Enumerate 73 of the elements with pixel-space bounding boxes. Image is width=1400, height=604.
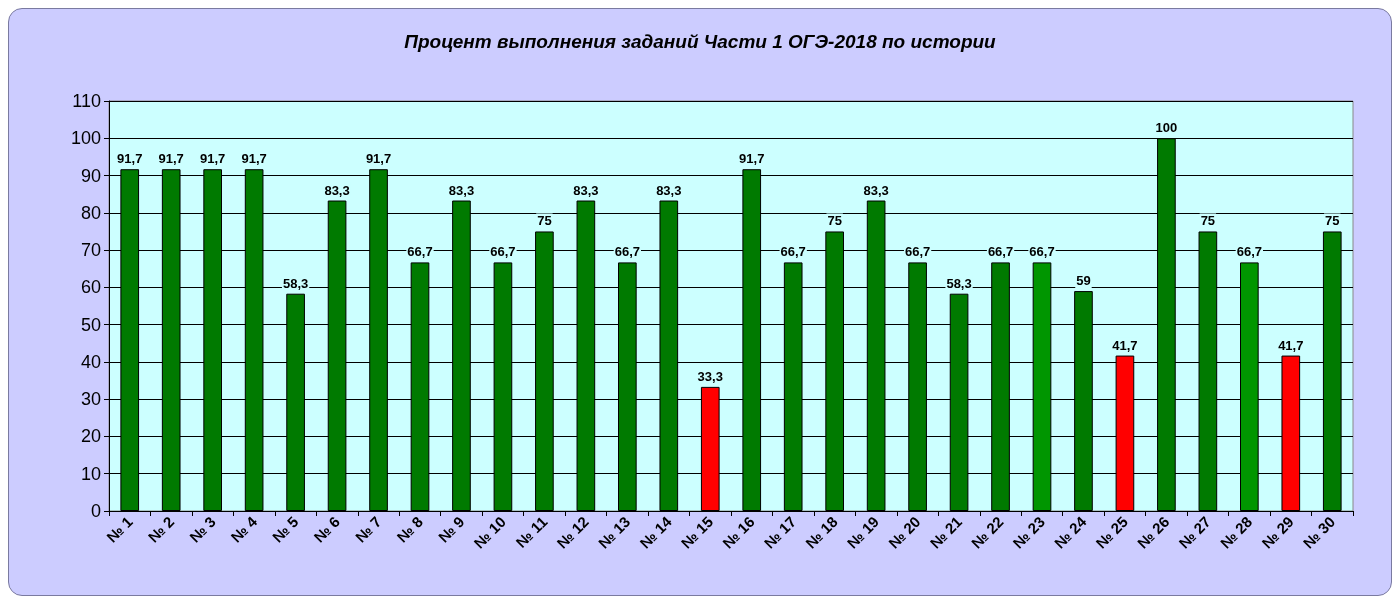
x-tick-label: № 23: [1009, 512, 1049, 552]
x-tick-label: № 16: [719, 512, 758, 552]
x-tick-label: № 19: [843, 512, 883, 552]
x-tick-label: № 21: [926, 512, 966, 552]
y-tick-label: 90: [80, 165, 101, 186]
x-tick-label: № 3: [186, 512, 219, 546]
data-label: 66,7: [1029, 244, 1055, 260]
x-tick-label: № 24: [1050, 512, 1090, 552]
data-label: 83,3: [656, 182, 682, 198]
y-tick-label: 100: [70, 128, 101, 149]
x-tick-label: № 26: [1133, 512, 1173, 552]
x-tick-label: № 9: [434, 512, 468, 546]
y-tick-label: 30: [80, 389, 101, 410]
x-tick-label: № 1: [103, 512, 136, 546]
data-label: 75: [1325, 213, 1340, 229]
x-tick-label: № 20: [885, 512, 924, 552]
x-tick-label: № 12: [553, 512, 592, 552]
x-tick-label: № 13: [594, 512, 634, 552]
x-tick-label: № 28: [1216, 512, 1256, 552]
data-label: 41,7: [1278, 337, 1304, 353]
x-tick-label: № 5: [268, 512, 302, 546]
data-label: 83,3: [573, 182, 599, 198]
data-label: 59: [1076, 273, 1091, 289]
data-label: 66,7: [780, 244, 806, 260]
y-tick-label: 40: [80, 351, 101, 372]
data-label: 91,7: [739, 151, 765, 167]
data-label: 91,7: [158, 151, 184, 167]
data-label: 66,7: [407, 244, 433, 260]
x-tick-label: № 7: [351, 512, 385, 546]
data-label: 75: [537, 213, 552, 229]
x-tick-label: № 18: [802, 512, 841, 552]
data-label: 91,7: [365, 151, 392, 167]
x-tick-label: № 25: [1092, 512, 1131, 552]
y-tick-label: 70: [80, 240, 101, 261]
x-tick-label: № 2: [144, 512, 178, 546]
x-tick-label: № 11: [512, 512, 551, 551]
data-label: 66,7: [490, 244, 516, 260]
data-label: 66,7: [614, 244, 640, 260]
y-tick-label: 50: [80, 314, 101, 335]
data-label: 58,3: [946, 275, 972, 291]
x-tick-label: № 6: [310, 512, 344, 546]
data-label: 91,7: [117, 151, 143, 167]
data-label: 66,7: [904, 244, 931, 260]
data-label: 91,7: [241, 151, 267, 167]
data-label: 83,3: [448, 182, 475, 198]
x-tick-label: № 14: [636, 512, 676, 552]
x-tick-label: № 10: [470, 512, 509, 552]
data-label: 83,3: [863, 182, 889, 198]
y-tick-label: 20: [80, 426, 101, 447]
x-tick-label: № 22: [967, 512, 1007, 552]
y-tick-label: 60: [80, 277, 101, 298]
y-tick-label: 10: [80, 463, 101, 484]
y-tick-label: 110: [72, 91, 101, 111]
x-tick-label: № 27: [1175, 512, 1214, 552]
data-label: 58,3: [282, 275, 309, 291]
data-label: 91,7: [200, 151, 226, 167]
x-tick-label: № 15: [677, 512, 717, 552]
x-tick-label: № 29: [1258, 512, 1297, 552]
x-tick-label: № 4: [227, 512, 261, 546]
x-tick-label: № 8: [393, 512, 427, 546]
data-label: 83,3: [324, 182, 350, 198]
data-label: 33,3: [697, 368, 723, 384]
data-label: 66,7: [987, 244, 1014, 260]
data-label: 41,7: [1112, 337, 1138, 353]
y-tick-label: 80: [80, 202, 101, 223]
chart-title: Процент выполнения заданий Части 1 ОГЭ-2018 по истории: [404, 31, 997, 52]
y-tick-label: 0: [90, 501, 101, 521]
x-tick-label: № 17: [760, 512, 800, 552]
x-tick-label: № 30: [1299, 512, 1339, 552]
data-label: 66,7: [1236, 244, 1262, 260]
data-label: 100: [1155, 120, 1178, 136]
data-label: 75: [1200, 213, 1216, 229]
data-label: 75: [827, 213, 842, 229]
